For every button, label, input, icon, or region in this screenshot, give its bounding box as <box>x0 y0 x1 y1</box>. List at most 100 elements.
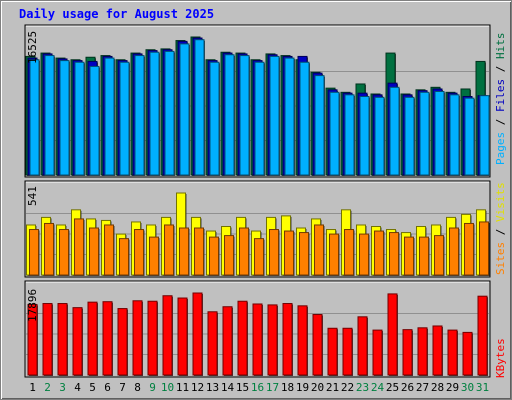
bar-kbytes-day-30 <box>462 331 473 376</box>
bar-sites-day-9 <box>149 236 159 276</box>
day-label-25: 25 <box>385 381 400 394</box>
bar-sites-day-4 <box>74 218 84 276</box>
bar-sites-day-27 <box>419 236 429 276</box>
bar-sites-day-17 <box>269 229 279 276</box>
bar-pages-day-31 <box>479 95 490 176</box>
bar-pages-day-12 <box>194 39 205 176</box>
bar-kbytes-day-21 <box>327 327 338 376</box>
day-label-27: 27 <box>415 381 430 394</box>
day-label-7: 7 <box>119 381 126 394</box>
day-label-26: 26 <box>400 381 415 394</box>
bottom-panel-ymax-label: 17896 <box>26 288 39 322</box>
day-label-8: 8 <box>134 381 141 394</box>
top-panel-legend: Pages / Files / Hits <box>494 33 507 166</box>
day-label-9: 9 <box>149 381 156 394</box>
day-label-2: 2 <box>44 381 51 394</box>
bar-sites-day-14 <box>224 235 234 276</box>
bar-pages-day-21 <box>329 91 340 176</box>
day-label-22: 22 <box>340 381 355 394</box>
bar-sites-day-24 <box>374 230 384 276</box>
bar-sites-day-8 <box>134 229 144 276</box>
bar-sites-day-26 <box>404 236 414 276</box>
bar-pages-day-9 <box>149 51 160 176</box>
bar-pages-day-10 <box>164 50 175 176</box>
day-label-11: 11 <box>175 381 190 394</box>
bar-pages-day-22 <box>344 94 355 176</box>
bar-sites-day-29 <box>449 227 459 276</box>
bar-pages-day-6 <box>104 57 115 176</box>
day-label-23: 23 <box>355 381 370 394</box>
bar-kbytes-day-23 <box>357 316 368 376</box>
bar-pages-day-13 <box>209 61 220 176</box>
top-panel-ymax-label: 16525 <box>26 30 39 64</box>
bar-kbytes-day-6 <box>102 301 113 376</box>
bar-pages-day-7 <box>119 61 130 176</box>
bar-pages-day-17 <box>269 55 280 176</box>
bar-sites-day-22 <box>344 229 354 276</box>
bar-kbytes-day-11 <box>177 297 188 376</box>
bar-pages-day-1 <box>29 59 40 176</box>
bar-sites-day-5 <box>89 227 99 276</box>
bar-kbytes-day-27 <box>417 327 428 376</box>
bar-sites-day-23 <box>359 233 369 276</box>
day-label-28: 28 <box>430 381 445 394</box>
bar-sites-day-12 <box>194 227 204 276</box>
bar-sites-day-11 <box>179 227 189 276</box>
day-label-4: 4 <box>74 381 81 394</box>
bar-pages-day-26 <box>404 96 415 176</box>
day-label-21: 21 <box>325 381 340 394</box>
bar-pages-day-25 <box>389 86 400 176</box>
bar-sites-day-19 <box>299 232 309 276</box>
bar-kbytes-day-8 <box>132 300 143 376</box>
bar-sites-day-15 <box>239 227 249 276</box>
bar-pages-day-23 <box>359 96 370 176</box>
day-label-15: 15 <box>235 381 250 394</box>
bar-kbytes-day-25 <box>387 293 398 376</box>
bar-pages-day-11 <box>179 43 190 176</box>
bar-kbytes-day-1 <box>27 303 38 376</box>
bar-kbytes-day-28 <box>432 325 443 376</box>
legend-visits: Visits <box>494 182 507 222</box>
legend-kbytes: KBytes <box>494 338 507 378</box>
legend-sites: Sites <box>494 241 507 275</box>
bar-sites-day-13 <box>209 236 219 276</box>
bar-kbytes-day-3 <box>57 303 68 376</box>
bar-kbytes-day-14 <box>222 306 233 376</box>
bar-sites-day-10 <box>164 224 174 276</box>
day-label-5: 5 <box>89 381 96 394</box>
bar-sites-day-28 <box>434 235 444 276</box>
bar-kbytes-day-2 <box>42 303 53 376</box>
bar-sites-day-6 <box>104 224 114 276</box>
bar-sites-day-25 <box>389 232 399 276</box>
bar-pages-day-28 <box>434 90 445 176</box>
bar-sites-day-20 <box>314 224 324 276</box>
day-label-30: 30 <box>460 381 475 394</box>
bar-kbytes-day-5 <box>87 301 98 376</box>
bar-pages-day-19 <box>299 61 310 176</box>
day-label-13: 13 <box>205 381 220 394</box>
bar-kbytes-day-9 <box>147 300 158 376</box>
bar-pages-day-2 <box>44 55 55 176</box>
chart-title: Daily usage for August 2025 <box>19 7 215 21</box>
bar-pages-day-29 <box>449 94 460 176</box>
bar-kbytes-day-15 <box>237 300 248 376</box>
bar-kbytes-day-24 <box>372 329 383 376</box>
bar-pages-day-3 <box>59 60 70 176</box>
bar-pages-day-24 <box>374 96 385 176</box>
day-label-19: 19 <box>295 381 310 394</box>
bar-sites-day-21 <box>329 233 339 276</box>
bar-pages-day-5 <box>89 65 100 176</box>
bar-pages-day-18 <box>284 57 295 176</box>
bar-kbytes-day-7 <box>117 308 128 376</box>
day-label-31: 31 <box>475 381 490 394</box>
day-label-1: 1 <box>29 381 36 394</box>
bar-sites-day-16 <box>254 238 264 276</box>
day-label-17: 17 <box>265 381 280 394</box>
bar-pages-day-27 <box>419 91 430 176</box>
legend-sep-3: / <box>494 222 507 242</box>
legend-pages: Pages <box>494 131 507 165</box>
bar-pages-day-4 <box>74 61 85 176</box>
bar-kbytes-day-17 <box>267 304 278 376</box>
legend-sep-2: / <box>494 59 507 79</box>
